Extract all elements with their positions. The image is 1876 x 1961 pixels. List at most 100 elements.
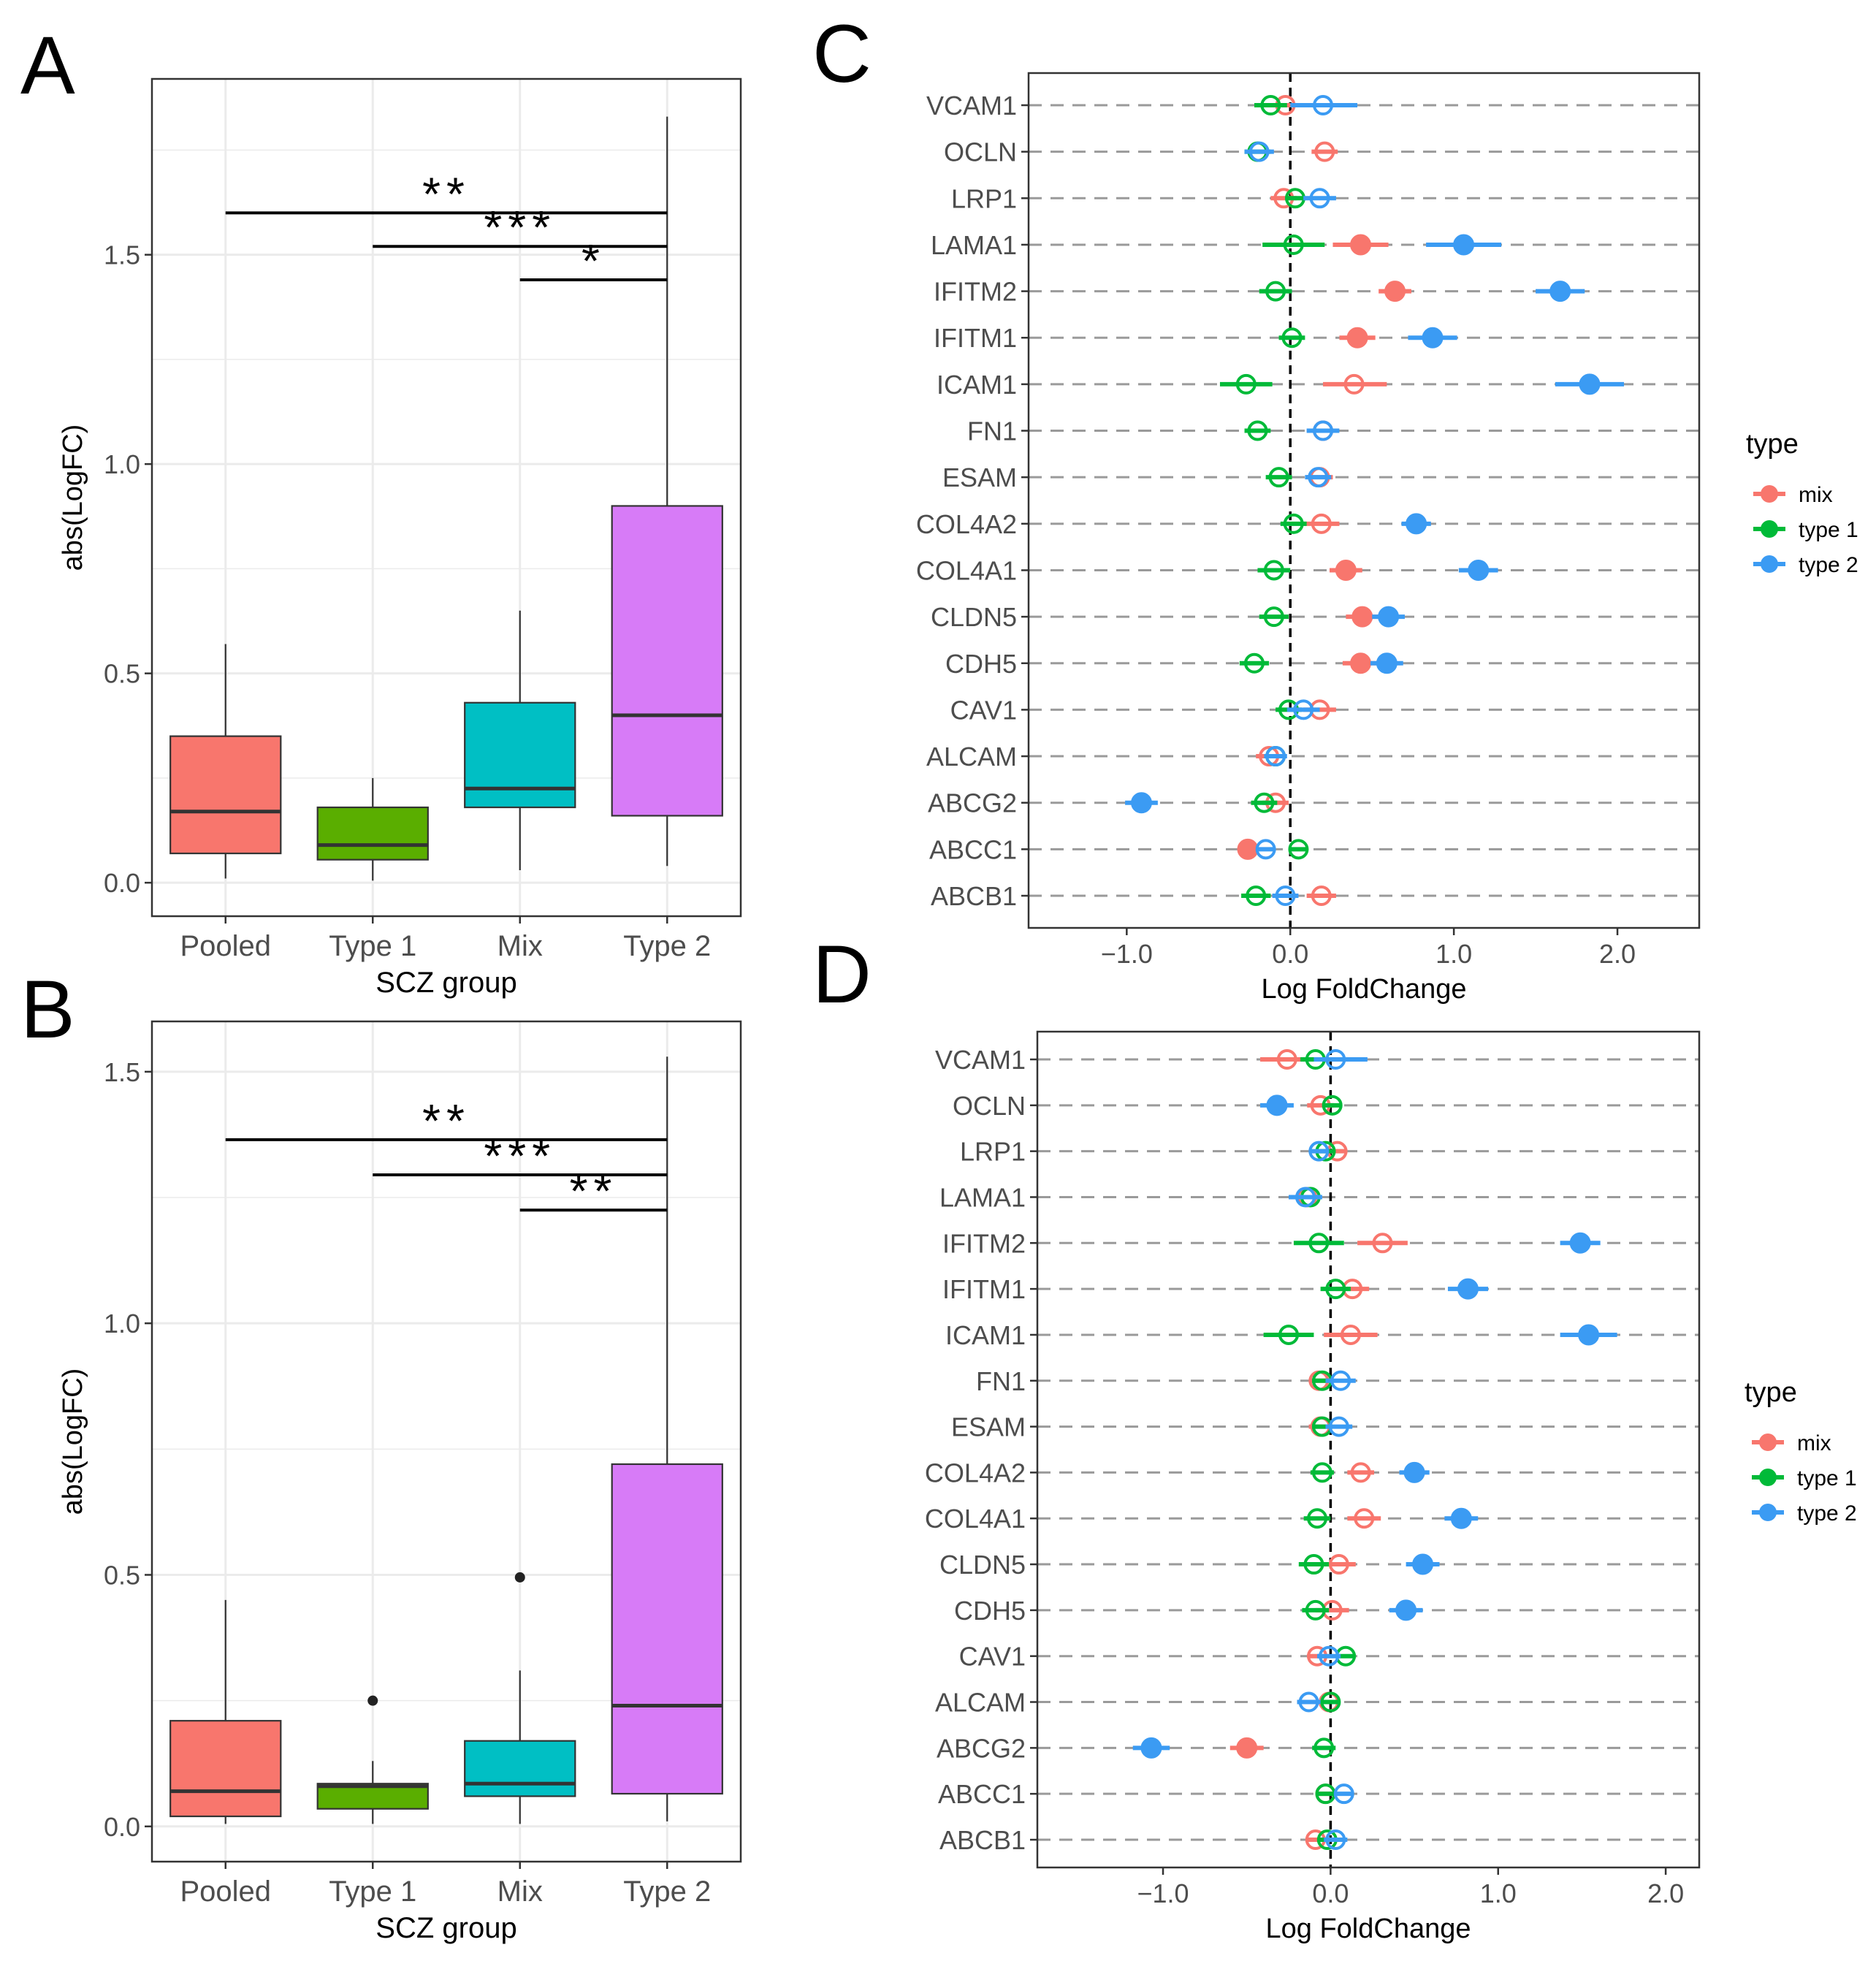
x-tick-label: Mix — [497, 930, 543, 962]
point-type-2 — [1450, 1507, 1472, 1529]
gene-label: ESAM — [942, 462, 1017, 492]
point-type-2 — [1265, 746, 1286, 767]
x-axis-title: SCZ group — [375, 967, 516, 999]
x-tick-label: −1.0 — [1137, 1878, 1189, 1908]
point-mix — [1276, 1049, 1297, 1070]
gene-label: ICAM1 — [937, 370, 1017, 400]
outlier-point — [367, 1695, 378, 1706]
point-type-1 — [1281, 327, 1303, 349]
point-mix — [1311, 886, 1332, 906]
x-tick-label: 2.0 — [1647, 1878, 1684, 1908]
gene-label: COL4A2 — [925, 1458, 1026, 1488]
point-type-2 — [1248, 141, 1270, 162]
point-mix — [1354, 1508, 1375, 1529]
gene-label: COL4A1 — [916, 555, 1017, 585]
point-type-2 — [1333, 1783, 1354, 1805]
gene-label: IFITM2 — [934, 277, 1017, 307]
point-type-2 — [1453, 234, 1475, 256]
point-type-2 — [1569, 1232, 1591, 1254]
gene-label: ABCG2 — [928, 788, 1017, 818]
point-type-2 — [1319, 1645, 1340, 1667]
point-type-1 — [1263, 560, 1284, 581]
box-type-1 — [316, 806, 429, 861]
point-type-2 — [1328, 1416, 1349, 1437]
panel-label-b: B — [20, 964, 75, 1055]
panel-border — [1027, 72, 1701, 929]
point-type-2 — [1294, 1187, 1316, 1208]
panel-label-d: D — [812, 929, 872, 1020]
panel-border — [1036, 1030, 1701, 1869]
significance-stars: *** — [484, 201, 556, 254]
y-tick-label: 0.5 — [104, 659, 140, 689]
x-tick-label: Pooled — [180, 930, 271, 962]
legend-label: type 1 — [1797, 1466, 1857, 1490]
gene-label: IFITM2 — [942, 1228, 1026, 1258]
legend-label: type 1 — [1799, 518, 1858, 542]
y-axis-title: abs(LogFC) — [58, 424, 88, 571]
point-type-1 — [1284, 188, 1305, 209]
gene-label: ABCB1 — [939, 1825, 1026, 1855]
point-mix — [1350, 234, 1372, 256]
point-type-2 — [1266, 1094, 1288, 1116]
gene-label: ICAM1 — [945, 1320, 1026, 1350]
x-tick-label: 0.0 — [1272, 939, 1308, 969]
point-type-2 — [1330, 1370, 1351, 1391]
panel-border — [150, 1020, 742, 1863]
point-type-1 — [1246, 886, 1267, 906]
point-mix — [1346, 327, 1368, 349]
point-type-2 — [1140, 1737, 1162, 1759]
legend-label: type 2 — [1797, 1501, 1857, 1526]
point-type-2 — [1457, 1278, 1479, 1300]
point-type-1 — [1315, 1783, 1336, 1805]
point-mix — [1350, 652, 1372, 674]
box-mix — [464, 701, 576, 809]
gene-label: LRP1 — [951, 183, 1017, 213]
y-tick-label: 1.0 — [104, 449, 140, 479]
significance-stars: *** — [484, 1130, 556, 1182]
point-type-2 — [1275, 886, 1296, 906]
outlier-point — [514, 1572, 525, 1583]
box-pooled — [169, 735, 282, 855]
x-tick-label: 1.0 — [1480, 1878, 1517, 1908]
gene-label: FN1 — [976, 1366, 1026, 1396]
point-type-2 — [1376, 652, 1398, 674]
legend-title: type — [1745, 1377, 1797, 1408]
y-axis-title: abs(LogFC) — [58, 1368, 88, 1515]
point-type-1 — [1283, 234, 1304, 255]
legend-label: type 2 — [1799, 553, 1858, 577]
gene-label: LRP1 — [960, 1137, 1026, 1167]
point-type-2 — [1308, 1141, 1330, 1162]
gene-label: CLDN5 — [939, 1550, 1026, 1580]
legend-key-point — [1761, 555, 1778, 573]
point-type-2 — [1422, 327, 1444, 349]
x-axis-title: Log FoldChange — [1262, 974, 1467, 1005]
point-type-1 — [1268, 467, 1289, 488]
gene-label: ALCAM — [935, 1688, 1026, 1718]
legend-key-point — [1759, 1433, 1777, 1451]
point-type-1 — [1235, 373, 1257, 395]
gene-label: FN1 — [967, 416, 1017, 446]
point-type-1 — [1320, 1691, 1341, 1713]
gene-label: IFITM1 — [942, 1274, 1026, 1304]
x-tick-label: 1.0 — [1435, 939, 1472, 969]
legend-key-point — [1761, 485, 1778, 503]
point-type-1 — [1308, 1233, 1330, 1254]
x-tick-label: Type 2 — [623, 930, 711, 962]
gene-label: ABCC1 — [938, 1779, 1026, 1809]
point-type-1 — [1325, 1279, 1346, 1300]
gene-label: CDH5 — [954, 1596, 1026, 1626]
significance-stars: ** — [422, 1094, 470, 1147]
point-type-2 — [1298, 1691, 1319, 1713]
panel-label-a: A — [20, 20, 75, 111]
point-mix — [1314, 141, 1335, 162]
significance-stars: ** — [570, 1165, 618, 1217]
point-type-2 — [1403, 1461, 1425, 1483]
gene-label: COL4A2 — [916, 509, 1017, 539]
panel-border — [150, 77, 742, 918]
box-type-2 — [611, 1463, 723, 1795]
x-tick-label: Type 2 — [623, 1876, 711, 1908]
point-type-1 — [1313, 1737, 1335, 1759]
point-mix — [1340, 1324, 1361, 1345]
legend-key-point — [1759, 1469, 1777, 1486]
